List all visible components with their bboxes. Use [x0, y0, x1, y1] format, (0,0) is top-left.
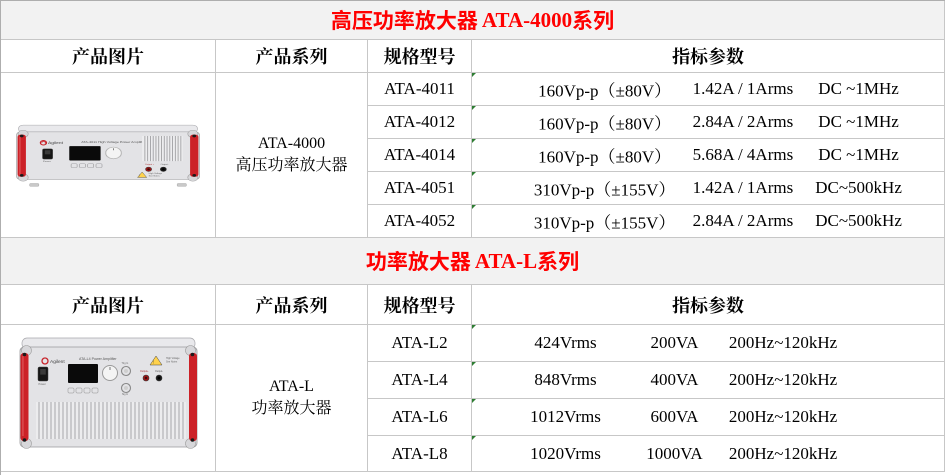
svg-text:Power: Power — [43, 160, 51, 163]
svg-text:ATA-L4 Power Amplifier: ATA-L4 Power Amplifier — [79, 357, 117, 361]
svg-text:Agilent: Agilent — [48, 141, 64, 145]
svg-text:Output +: Output + — [145, 164, 155, 167]
svg-text:Power: Power — [38, 382, 45, 386]
svg-text:Output -: Output - — [161, 164, 170, 167]
svg-text:Agilent: Agilent — [50, 359, 65, 365]
svg-text:!: ! — [139, 174, 140, 177]
svg-text:!: ! — [152, 360, 153, 365]
svg-text:High Voltage: High Voltage — [149, 172, 163, 175]
svg-text:Output+: Output+ — [140, 370, 149, 373]
svg-text:See Notes: See Notes — [166, 361, 178, 364]
svg-text:See Notes: See Notes — [149, 175, 160, 178]
svg-text:Output-: Output- — [155, 370, 163, 373]
svg-text:Trig In: Trig In — [121, 362, 128, 365]
svg-text:Sig In: Sig In — [122, 393, 129, 396]
svg-text:ATA-4011 High Voltage Power: ATA-4011 High Voltage Power Amplifier — [81, 140, 146, 143]
